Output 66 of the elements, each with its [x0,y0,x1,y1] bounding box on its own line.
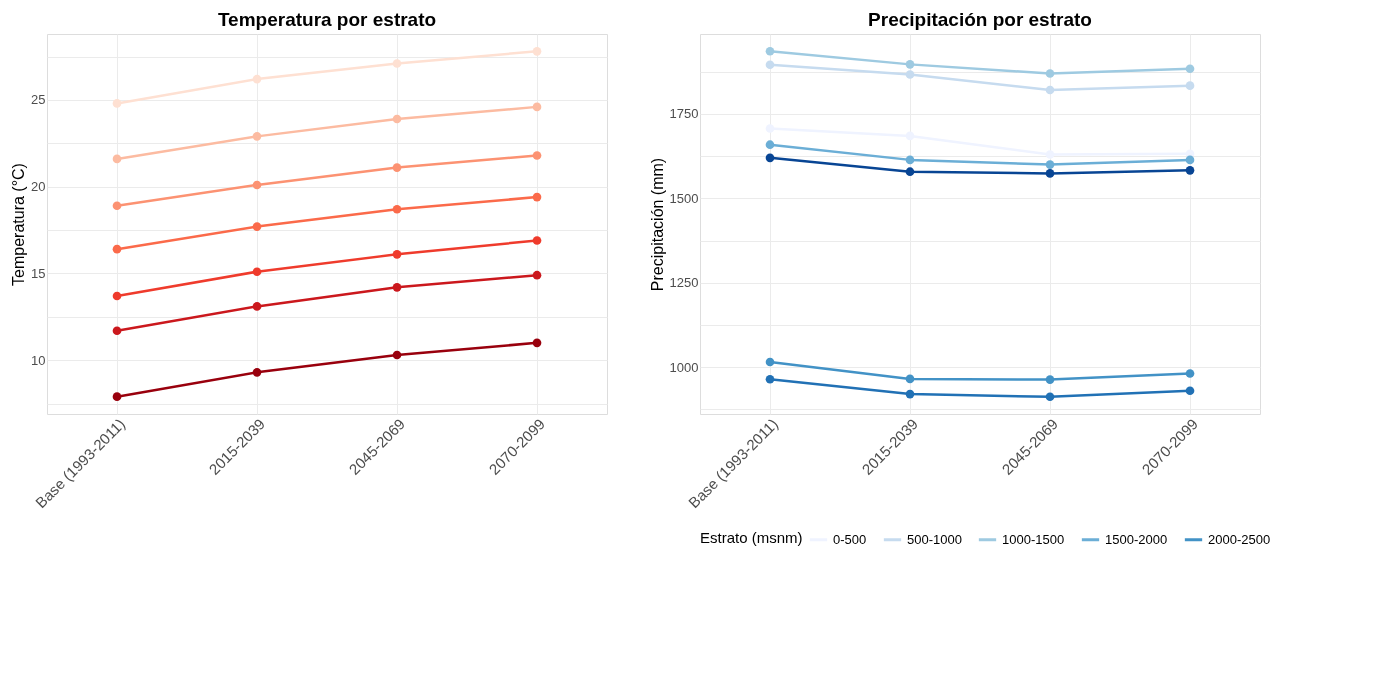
point [532,151,542,160]
point [1185,81,1195,90]
legend-label: 500-1000 [907,531,962,547]
point [765,60,775,70]
point [392,163,402,172]
point [252,74,262,84]
y-tick-label: 10 [31,352,46,368]
point [765,140,775,150]
point [905,155,915,165]
point [1185,64,1195,74]
point [905,167,915,177]
point [392,59,402,68]
y-tick-label: 1500 [669,190,699,206]
point [1185,155,1195,165]
point [532,338,542,348]
point [532,270,542,280]
legend-label: 0-500 [833,531,867,547]
point [905,389,915,399]
point [905,70,915,79]
point [112,99,122,108]
point [112,154,122,164]
point [392,283,402,292]
point [1185,386,1195,396]
legend-label: 2000-2500 [1208,531,1271,547]
point [765,153,775,163]
y-tick-label: 1750 [669,106,699,122]
y-tick-label: 20 [31,179,46,195]
chart-title: Precipitación por estrato [868,9,1092,30]
point [765,374,775,384]
point [1045,69,1055,78]
point [392,250,402,259]
legend-label: 1000-1500 [1002,531,1065,547]
point [112,201,122,211]
point [252,222,262,231]
y-tick-label: 1000 [669,359,699,375]
point [112,244,122,254]
point [1045,169,1055,178]
point [1045,392,1055,402]
y-tick-label: 1250 [669,275,699,291]
point [1045,375,1055,384]
point [1185,166,1195,175]
chart-title: Temperatura por estrato [217,9,437,30]
point [392,204,402,214]
point [532,47,542,56]
y-tick-label: 15 [31,265,46,281]
legend-label: 1500-2000 [1105,531,1168,547]
y-axis-title: Precipitación (mm) [648,157,666,292]
point [532,236,542,245]
y-axis-title: Temperatura (°C) [10,163,28,286]
point [532,102,542,112]
point [905,60,915,69]
point [252,267,262,277]
point [252,368,262,377]
point [112,326,122,336]
point [1045,160,1055,169]
point [765,46,775,56]
point [252,302,262,311]
point [1045,150,1055,159]
point [905,374,915,384]
point [1185,369,1195,378]
legend-title: Estrato (msnm) [700,529,803,546]
y-tick-label: 25 [31,92,46,108]
point [532,192,542,202]
point [252,132,262,141]
point [112,392,122,401]
point [252,180,262,190]
